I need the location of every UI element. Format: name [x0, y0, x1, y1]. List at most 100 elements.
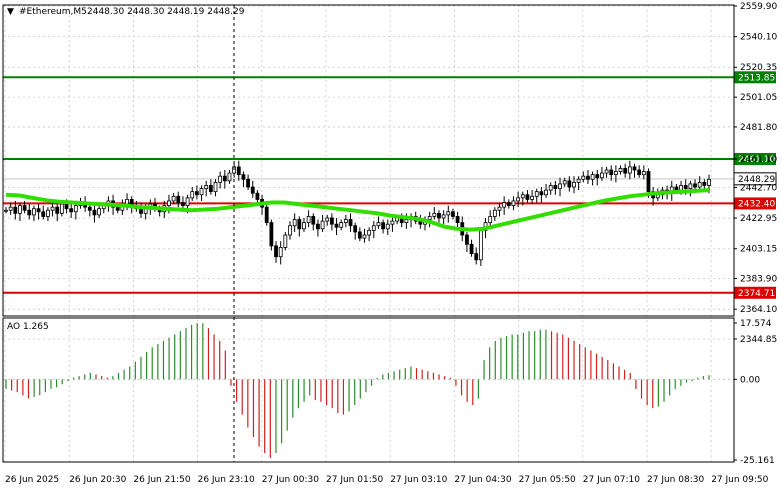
candle-body — [339, 222, 344, 228]
price-tick-label: 2559.90 — [740, 2, 777, 12]
moving-average-layer — [5, 188, 710, 232]
candle-body — [8, 206, 13, 211]
candle-body — [46, 209, 50, 217]
candle-body — [343, 219, 348, 224]
candle-body — [278, 247, 283, 258]
candle-body — [371, 225, 376, 231]
candle-body — [613, 171, 618, 176]
candle-body — [139, 208, 143, 214]
candle-body — [255, 192, 260, 200]
candle-body — [204, 185, 209, 189]
time-tick-label: 26 Jun 20:30 — [69, 475, 126, 485]
ao-tick-label: -25.161 — [740, 456, 775, 466]
time-tick-label: 26 Jun 23:10 — [198, 475, 255, 485]
price-tick-label: 2403.15 — [740, 245, 777, 255]
candle-body — [632, 166, 637, 171]
triangle-down-icon[interactable]: ▼ — [7, 7, 14, 17]
price-tick-label: 2344.85 — [740, 335, 777, 345]
candle-body — [558, 183, 562, 189]
candle-body — [320, 220, 325, 230]
candle-body — [534, 191, 539, 197]
level-lines: 2513.85 2461.10 2432.40 2374.71 2448.29 — [3, 71, 777, 299]
candle-body — [185, 197, 190, 206]
symbol-label: #Ethereum,M5 — [19, 7, 87, 17]
support-level-label: 2432.40 — [738, 199, 775, 209]
candle-body — [269, 222, 274, 247]
time-tick-label: 26 Jun 2025 — [5, 475, 59, 485]
candle-body — [576, 178, 581, 183]
candle-body — [404, 219, 409, 224]
candle-body — [306, 216, 311, 224]
candle-body — [348, 219, 353, 227]
candle-body — [18, 205, 22, 214]
candle-body — [353, 225, 358, 233]
time-tick-label: 27 Jun 04:30 — [454, 475, 511, 485]
candle-body — [227, 172, 232, 182]
price-tick-label: 2364.10 — [740, 305, 777, 315]
time-tick-label: 27 Jun 01:50 — [326, 475, 383, 485]
candle-body — [64, 203, 69, 210]
candle-body — [59, 203, 64, 214]
candle-body — [218, 175, 223, 183]
candle-body — [595, 174, 600, 179]
candle-body — [334, 223, 339, 228]
candle-body — [572, 181, 576, 188]
candle-body — [502, 202, 507, 208]
price-tick-label: 2481.80 — [740, 123, 777, 133]
candle-body — [13, 206, 18, 214]
candle-body — [655, 194, 660, 199]
candle-body — [36, 208, 41, 213]
candle-body — [222, 175, 227, 182]
candle-body — [604, 169, 609, 174]
candle-body — [171, 195, 176, 202]
candle-body — [707, 178, 711, 186]
candle-body — [22, 205, 27, 211]
candle-body — [376, 222, 381, 227]
candle-body — [600, 172, 604, 179]
candle-body — [115, 206, 120, 211]
candle-body — [586, 175, 590, 180]
time-tick-label: 27 Jun 05:50 — [519, 475, 576, 485]
price-panel-frame — [2, 4, 735, 317]
candle-body — [125, 199, 129, 205]
candle-body — [362, 234, 367, 239]
time-tick-label: 27 Jun 03:10 — [390, 475, 447, 485]
candle-body — [190, 191, 195, 199]
ohlc-readout: 2448.30 2448.30 2448.19 2448.29 — [87, 7, 245, 17]
candle-body — [469, 243, 474, 255]
candle-body — [488, 216, 493, 224]
candle-body — [609, 169, 614, 176]
candle-body — [4, 209, 8, 212]
time-tick-label: 27 Jun 08:30 — [647, 475, 704, 485]
candle-body — [55, 206, 60, 214]
candle-body — [311, 216, 316, 225]
candle-body — [357, 231, 362, 239]
candle-body — [264, 206, 269, 224]
candle-body — [27, 209, 32, 216]
candle-body — [50, 206, 55, 211]
candle-body — [590, 174, 595, 180]
price-tick-label: 2422.95 — [740, 214, 777, 224]
candle-body — [32, 208, 36, 216]
candle-body — [562, 180, 567, 185]
candle-body — [199, 188, 204, 196]
candle-body — [437, 212, 441, 219]
candle-body — [213, 181, 218, 193]
candle-body — [167, 200, 171, 206]
ao-tick-label: 0.00 — [740, 375, 760, 385]
candle-body — [441, 214, 446, 219]
candle-body — [381, 222, 386, 230]
resistance-level-label: 2461.10 — [738, 155, 775, 165]
candle-body — [511, 200, 516, 206]
resistance-level-badge — [734, 152, 776, 165]
candle-body — [581, 175, 586, 180]
candle-body — [623, 168, 628, 174]
candle-body — [292, 219, 297, 227]
candle-body — [274, 245, 278, 258]
candle-body — [236, 166, 241, 176]
ao-panel-label: AO 1.265 — [7, 322, 49, 332]
candle-body — [646, 171, 651, 193]
price-candles — [4, 160, 711, 266]
candle-body — [316, 223, 320, 230]
